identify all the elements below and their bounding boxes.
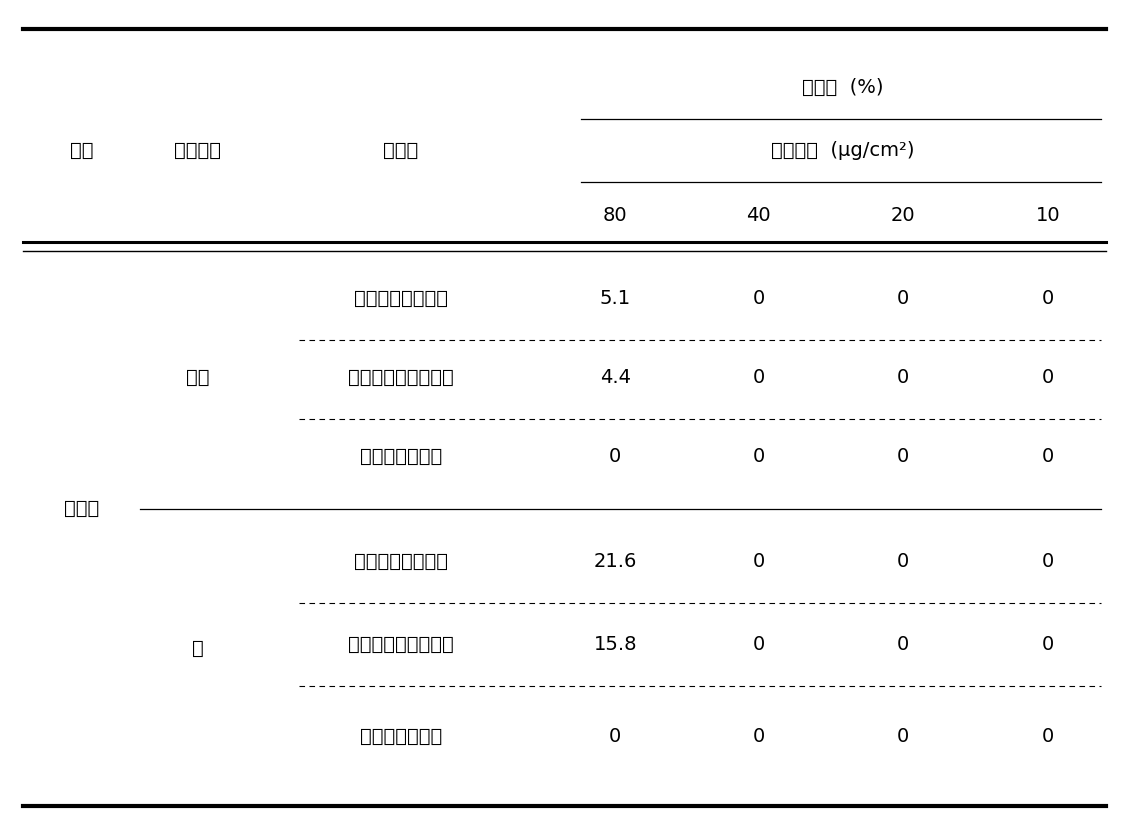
Text: 0: 0 xyxy=(898,635,909,654)
Text: 살비율  (%): 살비율 (%) xyxy=(802,78,884,97)
Text: 세로무니먹지진드기: 세로무니먹지진드기 xyxy=(348,635,454,654)
Text: 0: 0 xyxy=(753,289,764,307)
Text: 0: 0 xyxy=(610,448,621,466)
Text: 0: 0 xyxy=(753,635,764,654)
Text: 오미자: 오미자 xyxy=(63,499,99,519)
Text: 0: 0 xyxy=(1042,635,1053,654)
Text: 0: 0 xyxy=(898,727,909,746)
Text: 추출부위: 추출부위 xyxy=(174,141,221,159)
Text: 씨: 씨 xyxy=(192,640,203,658)
Text: 0: 0 xyxy=(1042,368,1053,387)
Text: 큰다리먹지진드기: 큰다리먹지진드기 xyxy=(353,552,448,570)
Text: 0: 0 xyxy=(1042,448,1053,466)
Text: 0: 0 xyxy=(898,448,909,466)
Text: 80: 80 xyxy=(603,206,628,225)
Text: 5.1: 5.1 xyxy=(599,289,631,307)
Text: 0: 0 xyxy=(610,727,621,746)
Text: 0: 0 xyxy=(898,289,909,307)
Text: 저장식품진드기: 저장식품진드기 xyxy=(360,727,441,746)
Text: 0: 0 xyxy=(753,448,764,466)
Text: 15.8: 15.8 xyxy=(594,635,637,654)
Text: 0: 0 xyxy=(1042,289,1053,307)
Text: 0: 0 xyxy=(898,368,909,387)
Text: 21.6: 21.6 xyxy=(594,552,637,570)
Text: 0: 0 xyxy=(898,552,909,570)
Text: 0: 0 xyxy=(753,368,764,387)
Text: 진드기: 진드기 xyxy=(383,141,419,159)
Text: 0: 0 xyxy=(753,552,764,570)
Text: 큰다리먹지진드기: 큰다리먹지진드기 xyxy=(353,289,448,307)
Text: 처리농도  (μg/cm²): 처리농도 (μg/cm²) xyxy=(771,141,914,159)
Text: 0: 0 xyxy=(753,727,764,746)
Text: 0: 0 xyxy=(1042,552,1053,570)
Text: 과육: 과육 xyxy=(186,368,209,387)
Text: 저장식품진드기: 저장식품진드기 xyxy=(360,448,441,466)
Text: 40: 40 xyxy=(746,206,771,225)
Text: 0: 0 xyxy=(1042,727,1053,746)
Text: 4.4: 4.4 xyxy=(599,368,631,387)
Text: 10: 10 xyxy=(1035,206,1060,225)
Text: 시료: 시료 xyxy=(70,141,93,159)
Text: 세로무니먹지진드기: 세로무니먹지진드기 xyxy=(348,368,454,387)
Text: 20: 20 xyxy=(891,206,916,225)
